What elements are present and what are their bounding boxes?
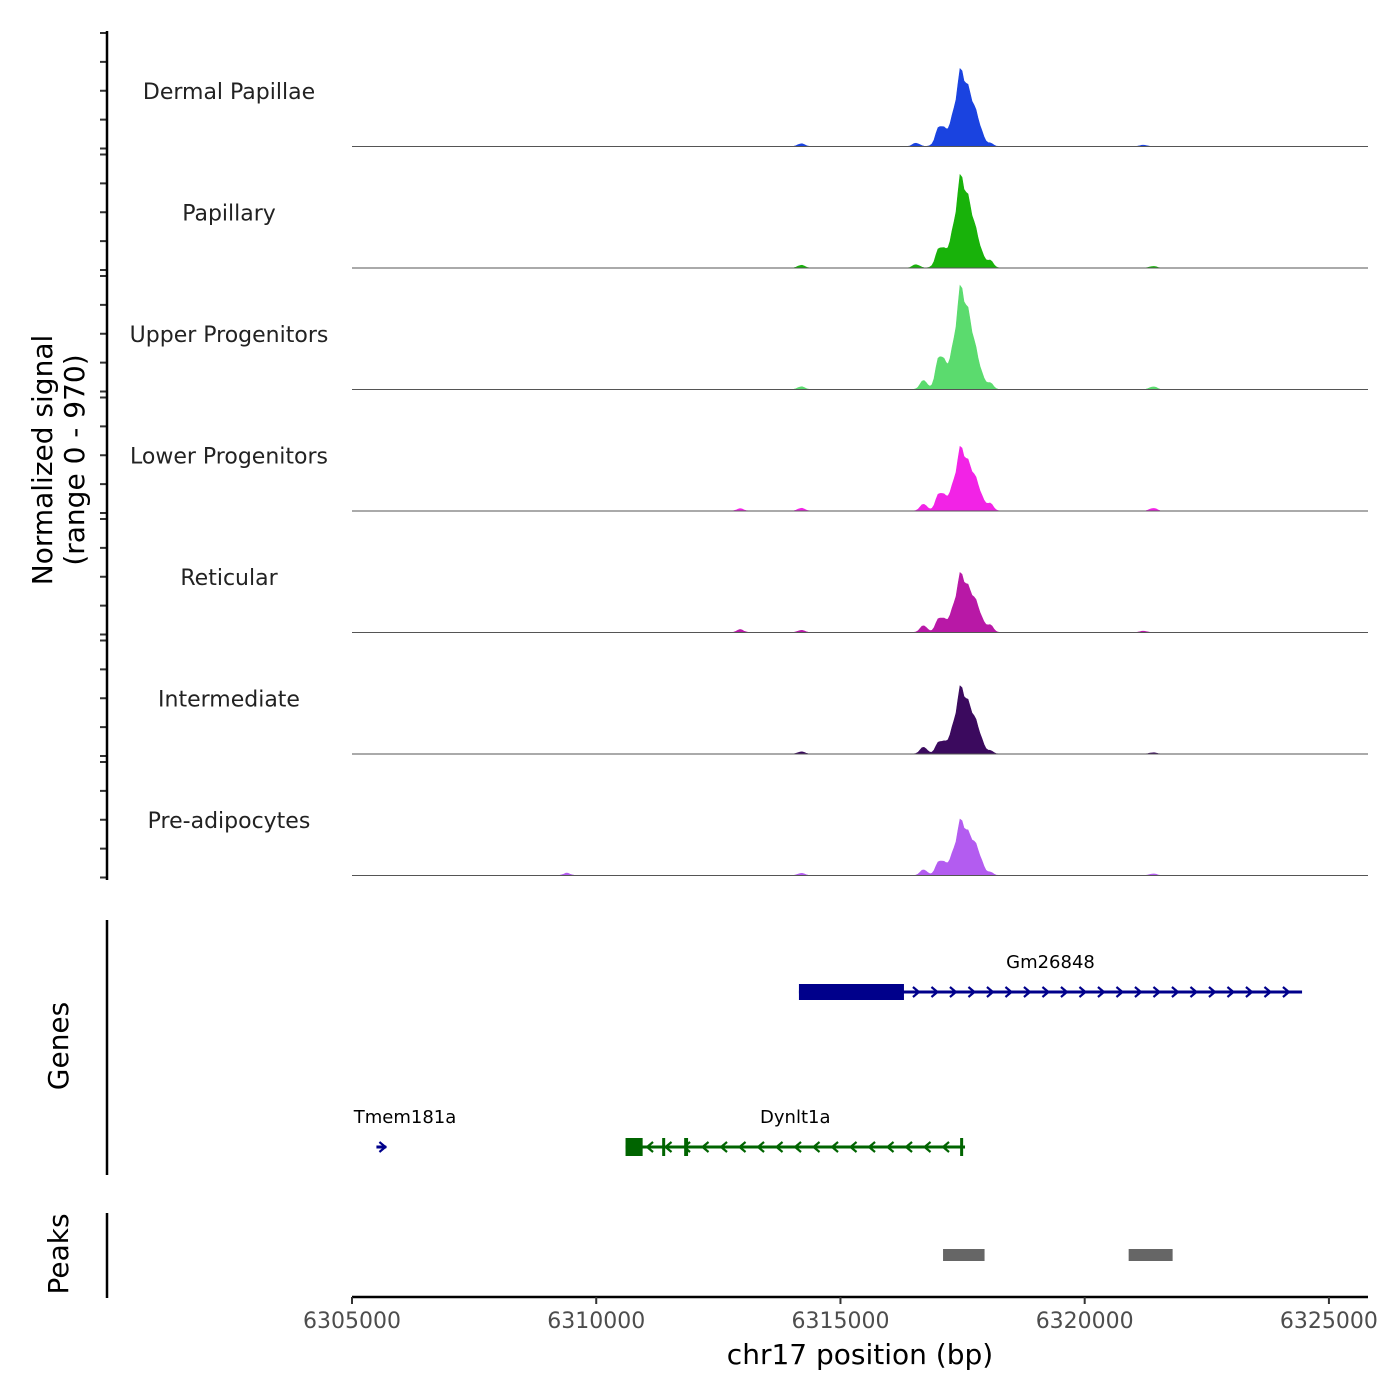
strand-chevron [1060,986,1069,998]
strand-chevron [1023,986,1032,998]
strand-chevron [830,1141,839,1153]
strand-chevron [819,986,829,998]
gene-gm26848: Gm26848 [798,952,1303,1000]
strand-chevron [774,1141,784,1153]
strand-chevron [1208,986,1217,998]
gene-label: Dynlt1a [760,1107,830,1128]
x-tick-label: 6315000 [791,1309,889,1334]
strand-chevron [645,1141,654,1153]
x-tick-label: 6325000 [1280,1309,1378,1334]
coverage-area [352,572,1368,633]
coverage-area [352,685,1368,755]
strand-chevron [1097,986,1106,998]
strand-chevron [1115,986,1125,998]
strand-chevron [1189,986,1199,998]
x-tick-label: 6320000 [1036,1309,1134,1334]
strand-chevron [967,986,977,998]
strand-chevron [848,1141,858,1153]
strand-chevron [811,1141,821,1153]
strand-chevron [1004,986,1014,998]
peaks-axis-title: Peaks [42,1213,75,1294]
strand-chevron [930,986,940,998]
strand-chevron [1041,986,1051,998]
strand-chevron [663,1141,673,1153]
track-lower-progenitors: Lower Progenitors [130,445,1368,512]
signal-y-axis [100,31,109,880]
track-papillary: Papillary [182,173,1368,269]
strand-chevron [922,1141,932,1153]
strand-chevron [1282,986,1291,998]
gene-dynlt1a: Dynlt1a [625,1107,966,1156]
coverage-area [352,68,1368,147]
strand-chevron [904,1141,913,1153]
strand-chevron [893,986,903,998]
strand-chevron [1245,986,1254,998]
strand-chevron [867,1141,876,1153]
strand-chevron [700,1141,710,1153]
gene-exon [625,1138,643,1156]
strand-chevron [949,986,958,998]
strand-chevron [1134,986,1143,998]
gene-tmem181a: Tmem181a [353,1107,457,1153]
x-axis-title: chr17 position (bp) [727,1338,993,1371]
y-axis-title-line2: (range 0 - 970) [58,354,91,565]
strand-chevron [912,986,921,998]
track-dermal-papillae: Dermal Papillae [143,68,1368,147]
strand-chevron [737,1141,747,1153]
strand-chevron [1263,986,1273,998]
coverage-area [352,818,1368,876]
x-tick-label: 6310000 [547,1309,645,1334]
track-upper-progenitors: Upper Progenitors [130,284,1368,390]
track-label: Dermal Papillae [143,80,315,105]
genes-axis-title: Genes [42,1002,75,1090]
strand-chevron [1226,986,1236,998]
track-label: Lower Progenitors [130,445,328,470]
coverage-area [352,445,1368,512]
x-tick-label: 6305000 [303,1309,401,1334]
x-axis-ticks: 6305000 6310000 6315000 6320000 6325000 [303,1297,1378,1334]
strand-chevron [1171,986,1180,998]
genes-track: Gm26848 Tmem181a Dynlt1a [353,952,1303,1156]
gene-exon [798,984,904,1000]
strand-chevron [941,1141,950,1153]
strand-chevron [626,1141,636,1153]
track-reticular: Reticular [180,566,1368,633]
track-label: Pre-adipocytes [148,809,311,834]
track-label: Reticular [180,566,278,591]
track-label: Intermediate [158,688,300,713]
gene-exon [662,1138,666,1156]
gene-label: Tmem181a [353,1107,457,1128]
gene-label: Gm26848 [1006,952,1095,973]
strand-chevron [875,986,884,998]
strand-chevron [801,986,810,998]
gene-exon [960,1138,964,1156]
coverage-area [352,173,1368,269]
strand-chevron [378,1141,388,1153]
peak-region [1128,1249,1173,1261]
strand-chevron [1078,986,1088,998]
track-intermediate: Intermediate [158,685,1368,755]
strand-chevron [856,986,866,998]
strand-chevron [719,1141,728,1153]
coverage-tracks: Dermal Papillae Papillary Upper Progenitor… [130,68,1368,876]
strand-chevron [885,1141,895,1153]
strand-chevron [1152,986,1162,998]
strand-chevron [793,1141,802,1153]
track-pre-adipocytes: Pre-adipocytes [148,809,1368,876]
peak-region [943,1249,985,1261]
strand-chevron [838,986,847,998]
y-axis-title-line1: Normalized signal [26,335,59,586]
track-label: Upper Progenitors [130,323,329,348]
peaks-track [943,1249,1173,1261]
track-label: Papillary [182,202,276,227]
strand-chevron [682,1141,691,1153]
gene-exon [684,1138,689,1156]
coverage-area [352,284,1368,390]
strand-chevron [756,1141,765,1153]
strand-chevron [986,986,995,998]
